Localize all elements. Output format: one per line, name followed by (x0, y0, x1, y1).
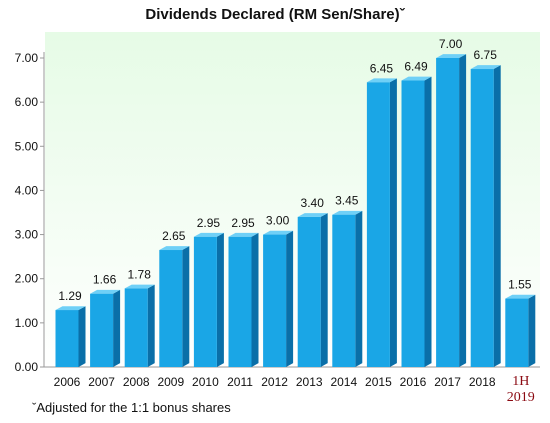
bar-top (470, 65, 501, 70)
bar (297, 213, 328, 367)
data-label: 2.65 (162, 229, 186, 243)
bar-top (505, 294, 536, 299)
bar (90, 289, 121, 367)
bar-side (147, 284, 155, 367)
bar-front (228, 236, 252, 367)
data-label: 3.40 (301, 196, 325, 210)
bar (124, 284, 155, 367)
x-tick-label: 2008 (123, 375, 150, 389)
bar (470, 65, 501, 368)
x-tick-label: 2014 (330, 375, 357, 389)
bar-side (113, 289, 121, 367)
bar-front (470, 69, 494, 368)
bar-top (366, 78, 397, 83)
bar-top (401, 76, 432, 81)
chart-title: Dividends Declared (RM Sen/Share)ˇ (145, 6, 405, 23)
bar-side (320, 213, 328, 367)
bar-front (366, 82, 390, 368)
bar-front (55, 310, 79, 367)
y-tick-label: 7.00 (15, 51, 39, 65)
bar-front (193, 236, 217, 367)
data-label: 6.45 (370, 61, 394, 75)
bar-side (424, 76, 432, 368)
bar-top (90, 289, 121, 294)
x-tick-label: 2007 (88, 375, 115, 389)
bar-side (216, 232, 224, 367)
bar-top (332, 210, 363, 215)
x-tick-label: 2015 (365, 375, 392, 389)
data-label: 2.95 (197, 216, 221, 230)
bar-top (228, 232, 259, 237)
x-tick-label: 2017 (434, 375, 461, 389)
bar (332, 210, 363, 367)
bar-top (263, 230, 294, 235)
bar (263, 230, 294, 367)
bar-top (55, 306, 86, 311)
bar (55, 306, 86, 367)
bar-side (286, 230, 294, 367)
y-tick-label: 1.00 (15, 316, 39, 330)
bar (436, 54, 467, 368)
bar (505, 294, 536, 367)
y-tick-label: 5.00 (15, 139, 39, 153)
data-label: 1.55 (508, 278, 532, 292)
bar-side (355, 210, 363, 367)
data-label: 6.75 (474, 48, 498, 62)
bar-front (263, 234, 287, 367)
bar-top (436, 54, 467, 58)
footnote: ˇAdjusted for the 1:1 bonus shares (32, 400, 231, 415)
x-tick-label: 2013 (296, 375, 323, 389)
data-label: 1.78 (128, 267, 152, 281)
y-tick-label: 6.00 (15, 95, 39, 109)
data-label: 1.29 (58, 289, 82, 303)
bar-side (389, 78, 397, 367)
bar-front (159, 250, 183, 367)
x-tick-label: 2016 (400, 375, 427, 389)
y-tick-label: 2.00 (15, 272, 39, 286)
bar-front (90, 293, 114, 367)
bar-front (297, 216, 321, 367)
bar (193, 232, 224, 367)
x-tick-label: 2011 (227, 375, 253, 389)
bar-top (159, 246, 190, 251)
x-tick-label: 2010 (192, 375, 219, 389)
bar-top (124, 284, 155, 289)
x-tick-label: 2019 (507, 390, 535, 405)
y-tick-label: 3.00 (15, 228, 39, 242)
data-label: 6.49 (404, 60, 428, 74)
x-tick-label: 2009 (157, 375, 184, 389)
bar-top (193, 232, 224, 237)
data-label: 1.66 (93, 273, 117, 287)
bar-front (332, 214, 356, 367)
bar-side (182, 246, 190, 367)
bar (228, 232, 259, 367)
bar-front (401, 80, 425, 368)
data-label: 2.95 (231, 216, 255, 230)
data-label: 3.45 (335, 194, 359, 208)
bar-top (297, 213, 328, 217)
bar-side (78, 306, 86, 367)
bar-side (251, 232, 259, 367)
x-tick-label: 2018 (469, 375, 496, 389)
bar (366, 78, 397, 368)
bar-side (459, 54, 467, 368)
bar-side (528, 294, 536, 367)
data-label: 3.00 (266, 214, 290, 228)
bar (159, 246, 190, 367)
x-tick-label: 2006 (54, 375, 81, 389)
bar-front (505, 298, 529, 367)
y-tick-label: 0.00 (15, 360, 39, 374)
bar (401, 76, 432, 368)
bar-front (436, 58, 460, 367)
bar-side (493, 65, 501, 367)
y-tick-label: 4.00 (15, 183, 39, 197)
data-label: 7.00 (439, 37, 463, 51)
x-tick-label: 1H (512, 374, 529, 389)
x-tick-label: 2012 (261, 375, 288, 389)
bar-front (124, 288, 148, 367)
